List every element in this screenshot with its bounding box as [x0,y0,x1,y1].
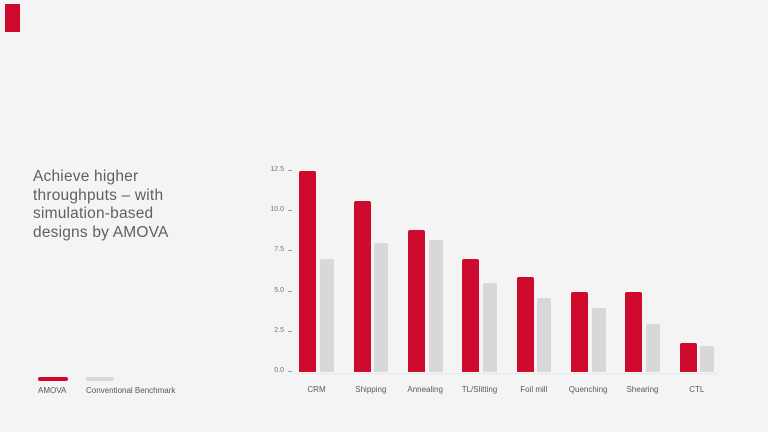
bar-amova-foil-mill [516,277,534,372]
category-label-tl-slitting: TL/Slitting [461,385,498,394]
bar-amova-annealing [407,230,426,372]
bar-amova-ctl [679,343,697,372]
bar-amova-shipping [353,201,371,372]
headline-line-3: simulation-based [33,205,154,223]
bar-benchmark-tl-slitting [482,283,497,372]
category-label-ctl: CTL [689,385,705,394]
bar-amova-tl-slitting [462,259,480,372]
headline-line-2: throughputs – with [33,186,164,204]
y-axis-tick-mark [288,210,292,211]
bar-benchmark-foil-mill [537,297,552,372]
category-label-shearing: Shearing [626,385,659,394]
y-axis-tick-mark [288,371,292,372]
y-axis-tick-mark [288,250,292,252]
headline-line-4: designs by AMOVA [33,223,169,241]
headline: Achieve higher throughputs – with simula… [33,168,273,242]
legend-label-benchmark: Conventional Benchmark [86,386,176,395]
bar-amova-quenching [570,291,589,372]
category-label-annealing: Annealing [407,385,443,394]
y-axis-tick-mark [288,330,292,332]
y-axis-tick-label: 12.5 [270,165,284,173]
bar-benchmark-crm [320,259,334,372]
legend-label-amova: AMOVA [38,386,67,395]
headline-line-1: Achieve higher [33,168,139,185]
legend-swatch-benchmark [86,377,114,381]
bar-benchmark-shipping [374,243,389,372]
bar-benchmark-quenching [591,307,606,372]
legend-swatch-amova [38,377,68,381]
bar-amova-crm [299,170,317,372]
category-label-quenching: Quenching [568,385,608,394]
x-axis-line [292,372,718,374]
bar-benchmark-annealing [428,239,443,372]
y-axis-tick-mark [288,169,292,171]
category-label-shipping: Shipping [355,385,387,394]
brand-mark [5,4,20,32]
y-axis-tick-label: 7.5 [274,246,284,254]
bar-benchmark-shearing [645,323,660,372]
bar-benchmark-ctl [700,346,715,372]
y-axis-tick-label: 10.0 [270,206,284,213]
bar-amova-shearing [625,291,643,372]
y-axis-tick-mark [288,290,292,292]
y-axis-tick-label: 0.0 [274,367,284,374]
category-label-foil-mill: Foil mill [520,385,548,394]
legend-item-benchmark: Conventional Benchmark [86,377,175,395]
category-label-crm: CRM [307,385,326,394]
y-axis-tick-label: 2.5 [274,326,284,334]
y-axis-tick-label: 5.0 [274,286,284,294]
legend-item-amova: AMOVA [38,377,68,395]
